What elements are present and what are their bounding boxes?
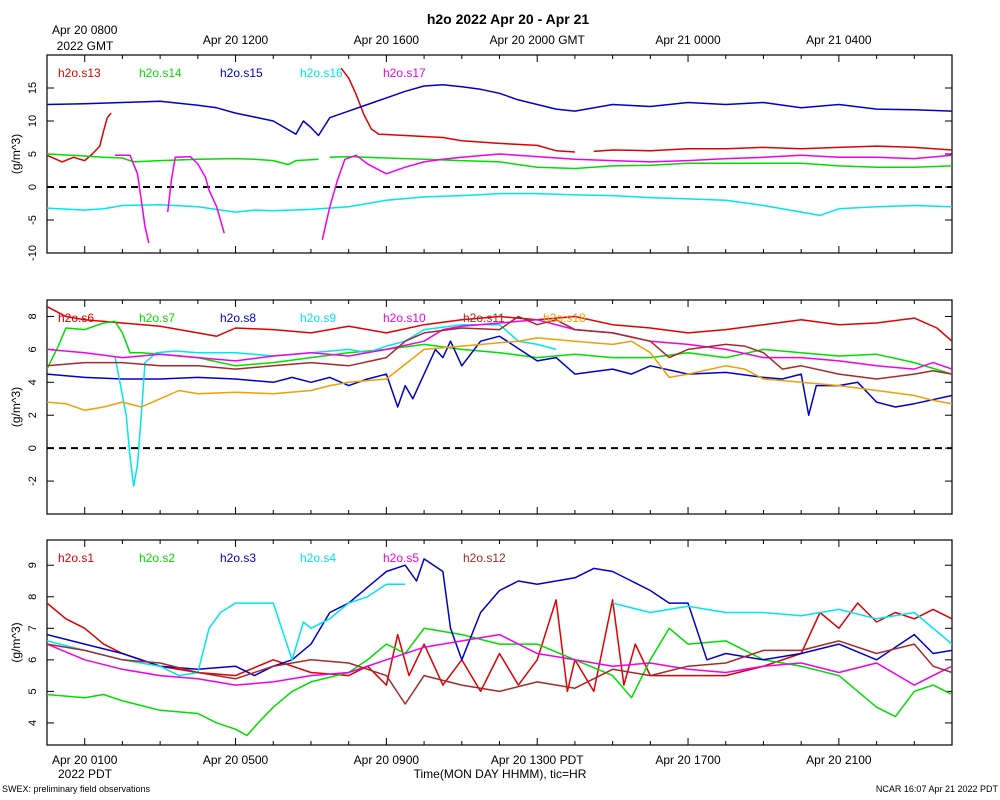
legend-entry-h2o-s5: h2o.s5 <box>383 551 419 565</box>
legend-entry-h2o-s12: h2o.s12 <box>463 551 506 565</box>
top-time-axis: Apr 20 0800 Apr 20 1200 Apr 20 1600 Apr 20 … <box>52 23 872 47</box>
series-group <box>47 67 952 244</box>
legend-entry-h2o-s17: h2o.s17 <box>383 66 426 80</box>
y-axis-label: (g/m^3) <box>9 134 23 174</box>
series-line-h2o-s16 <box>47 192 952 217</box>
top-axis-tick-label: Apr 21 0400 <box>806 33 872 47</box>
y-tick-label: 8 <box>27 594 39 600</box>
footer-note: SWEX: preliminary field observations <box>2 784 151 794</box>
bottom-time-axis: Apr 20 0100 Apr 20 0500 Apr 20 0900 Apr 20 … <box>52 753 872 767</box>
series-line-h2o-s3 <box>47 558 952 677</box>
top-axis-tick-label: Apr 20 1600 <box>354 33 420 47</box>
bottom-axis-tick-label: Apr 20 0500 <box>203 753 269 767</box>
legend-entry-h2o-s1: h2o.s1 <box>58 551 94 565</box>
series-line-h2o-s12 <box>47 640 952 705</box>
plot-frame <box>46 299 953 515</box>
top-axis-tick-label: Apr 20 2000 GMT <box>490 33 586 47</box>
y-tick-label: 2 <box>27 412 39 418</box>
series-line-h2o-s8 <box>47 335 952 416</box>
legend-entry-h2o-s18: h2o.s18 <box>543 311 586 325</box>
legend-entry-h2o-s2: h2o.s2 <box>139 551 175 565</box>
legend-entry-h2o-s8: h2o.s8 <box>220 311 256 325</box>
series-line-h2o-s6 <box>47 305 952 342</box>
legend-entry-h2o-s4: h2o.s4 <box>300 551 336 565</box>
footer-timestamp: NCAR 16:07 Apr 21 2022 PDT <box>876 784 999 794</box>
bottom-axis-year-label: 2022 PDT <box>58 767 113 781</box>
y-tick-label: -2 <box>27 476 39 486</box>
legend-entry-h2o-s16: h2o.s16 <box>300 66 343 80</box>
y-tick-label: 4 <box>27 379 39 385</box>
series-line-h2o-s13 <box>340 67 575 153</box>
bottom-axis-tick-label: Apr 20 1300 PDT <box>491 753 584 767</box>
top-axis-tick-label: Apr 21 0000 <box>655 33 721 47</box>
legend-entry-h2o-s3: h2o.s3 <box>220 551 256 565</box>
legend-entry-h2o-s6: h2o.s6 <box>58 311 94 325</box>
y-tick-label: 0 <box>27 445 39 451</box>
y-tick-label: -5 <box>27 215 39 225</box>
y-tick-label: 5 <box>27 688 39 694</box>
series-line-h2o-s5 <box>47 633 952 686</box>
x-axis-label: Time(MON DAY HHMM), tic=HR <box>414 767 587 781</box>
y-tick-label: 7 <box>27 625 39 631</box>
series-line-h2o-s14 <box>47 153 319 166</box>
series-line-h2o-s13 <box>593 145 952 153</box>
y-tick-label: 8 <box>27 313 39 319</box>
y-axis-label: (g/m^3) <box>9 387 23 427</box>
series-line-h2o-s17 <box>166 155 225 234</box>
y-tick-label: 4 <box>27 720 39 726</box>
chart-title: h2o 2022 Apr 20 - Apr 21 <box>427 11 590 27</box>
legend-entry-h2o-s9: h2o.s9 <box>300 311 336 325</box>
y-tick-label: 6 <box>27 346 39 352</box>
legend-entry-h2o-s7: h2o.s7 <box>139 311 175 325</box>
plot-frame <box>46 539 953 746</box>
panel-top: -10 -5 0 5 10 15 (g/m^3) h2o.s13 h2o.s14 h2o.s15 h… <box>9 54 953 261</box>
y-tick-label: 5 <box>27 151 39 157</box>
series-group <box>47 305 952 487</box>
y-tick-label: 6 <box>27 657 39 663</box>
legend-entry-h2o-s15: h2o.s15 <box>220 66 263 80</box>
y-tick-label: 9 <box>27 562 39 568</box>
series-group <box>47 558 952 737</box>
bottom-axis-tick-label: Apr 20 2100 <box>806 753 872 767</box>
top-axis-tick-label: Apr 20 1200 <box>203 33 269 47</box>
bottom-axis-tick-label: Apr 20 0900 <box>354 753 420 767</box>
panel-bottom: 4 5 6 7 8 9 (g/m^3) h2o.s1 h2o.s2 h2o.s3 h2o.s4 h2o… <box>9 539 953 746</box>
top-axis-year-label: 2022 GMT <box>57 39 114 53</box>
y-tick-label: 0 <box>27 184 39 190</box>
panel-middle: -2 0 2 4 6 8 (g/m^3) h2o.s6 h2o.s7 h2o.s8 h2o.s9 h2… <box>9 299 953 515</box>
series-line-h2o-s14 <box>329 155 952 170</box>
legend-entry-h2o-s11: h2o.s11 <box>463 311 505 325</box>
series-line-h2o-s1 <box>47 599 952 693</box>
top-axis-tick-label: Apr 20 0800 <box>52 23 118 37</box>
y-tick-label: -10 <box>27 245 39 261</box>
y-tick-label: 15 <box>27 82 39 94</box>
series-line-h2o-s11 <box>47 315 952 380</box>
legend-entry-h2o-s13: h2o.s13 <box>58 66 101 80</box>
series-line-h2o-s18 <box>47 337 952 412</box>
y-axis-label: (g/m^3) <box>9 622 23 662</box>
legend-entry-h2o-s14: h2o.s14 <box>139 66 182 80</box>
series-line-h2o-s17 <box>321 153 952 240</box>
series-line-h2o-s15 <box>47 83 952 137</box>
series-line-h2o-s10 <box>47 319 952 370</box>
series-line-h2o-s17 <box>114 154 150 244</box>
y-tick-label: 10 <box>27 115 39 127</box>
series-line-h2o-s4 <box>612 602 952 645</box>
series-line-h2o-s2 <box>47 627 952 737</box>
series-line-h2o-s13 <box>47 112 112 163</box>
series-line-h2o-s9 <box>114 323 557 487</box>
bottom-axis-tick-label: Apr 20 0100 <box>52 753 118 767</box>
legend-entry-h2o-s10: h2o.s10 <box>383 311 426 325</box>
bottom-axis-tick-label: Apr 20 1700 <box>655 753 721 767</box>
series-line-h2o-s4 <box>47 583 406 677</box>
